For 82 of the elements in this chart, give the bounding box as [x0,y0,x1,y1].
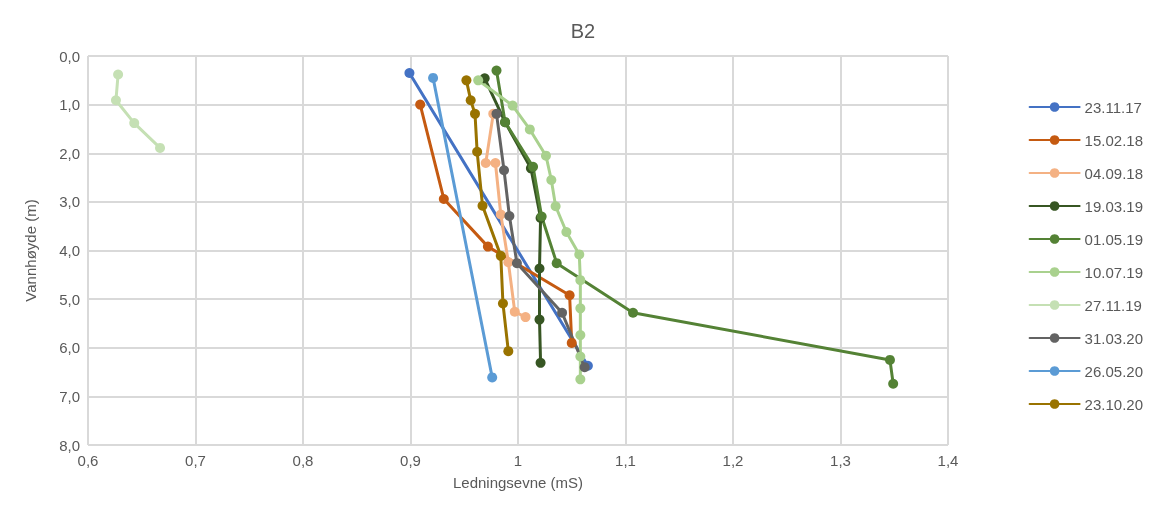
point [504,210,515,221]
point [575,330,586,341]
point [520,312,531,323]
point [888,378,899,389]
point [534,314,545,325]
point [575,275,586,286]
point [575,351,586,362]
point [482,241,493,252]
legend-label: 23.11.17 [1084,98,1142,116]
chart-title: B2 [570,20,596,42]
legend-label: 10.07.19 [1084,263,1143,281]
point [546,175,557,185]
legend-label: 15.02.18 [1084,131,1143,149]
point [438,193,449,204]
legend-label: 31.03.20 [1084,329,1143,347]
x-tick-label: 1,2 [722,452,744,469]
legend-label: 04.09.18 [1084,164,1143,182]
legend-label: 23.10.20 [1084,395,1143,413]
point [564,290,575,301]
y-tick-label: 7,0 [59,387,80,405]
x-axis-title: Ledningsevne (mS) [452,474,584,491]
x-tick-label: 1,4 [937,452,959,469]
point [884,354,895,365]
x-tick-label: 0,8 [292,452,314,469]
legend-label: 27.11.19 [1084,296,1142,314]
point [628,307,639,318]
y-tick-label: 2,0 [59,144,80,162]
point [490,157,501,168]
point [497,298,508,309]
point [495,250,506,261]
point [575,303,586,314]
point [507,100,518,111]
point [540,150,551,161]
x-tick-label: 0,7 [185,452,206,469]
legend-label: 19.03.19 [1084,197,1143,215]
point [550,201,561,212]
y-tick-label: 6,0 [59,339,80,357]
point [404,68,415,79]
point [491,65,502,76]
point [473,75,484,86]
point [495,209,506,220]
legend-label: 26.05.20 [1084,362,1143,380]
point [415,99,426,110]
y-tick-label: 0,0 [59,47,80,65]
point [574,249,585,260]
y-axis-title: Vannhøyde (m) [22,199,39,302]
point [472,146,483,157]
y-tick-label: 8,0 [59,436,80,454]
legend-label: 01.05.19 [1084,230,1143,248]
point [113,69,124,80]
y-tick-label: 4,0 [59,242,80,259]
point [575,374,586,385]
y-tick-label: 1,0 [59,96,80,114]
point [155,142,166,153]
point [566,337,577,348]
x-tick-label: 0,9 [400,452,421,469]
point [461,75,472,86]
x-tick-label: 1 [513,452,523,469]
point [524,124,535,135]
point [465,95,476,106]
point [503,346,514,357]
point [129,118,140,129]
point [487,372,498,383]
point [511,258,522,269]
point [470,108,480,119]
point [561,227,572,238]
point [110,95,121,106]
x-tick-label: 1,1 [615,452,636,469]
point [509,306,520,317]
point [535,357,546,368]
point [557,307,568,318]
x-tick-label: 0,6 [77,452,99,469]
point [480,157,491,168]
point [534,263,545,274]
point [503,257,514,268]
y-tick-label: 3,0 [59,193,80,211]
point [477,200,488,211]
y-tick-label: 5,0 [59,290,80,308]
point [551,258,562,269]
x-tick-label: 1,3 [830,452,851,469]
point [428,72,439,83]
point [499,165,510,176]
